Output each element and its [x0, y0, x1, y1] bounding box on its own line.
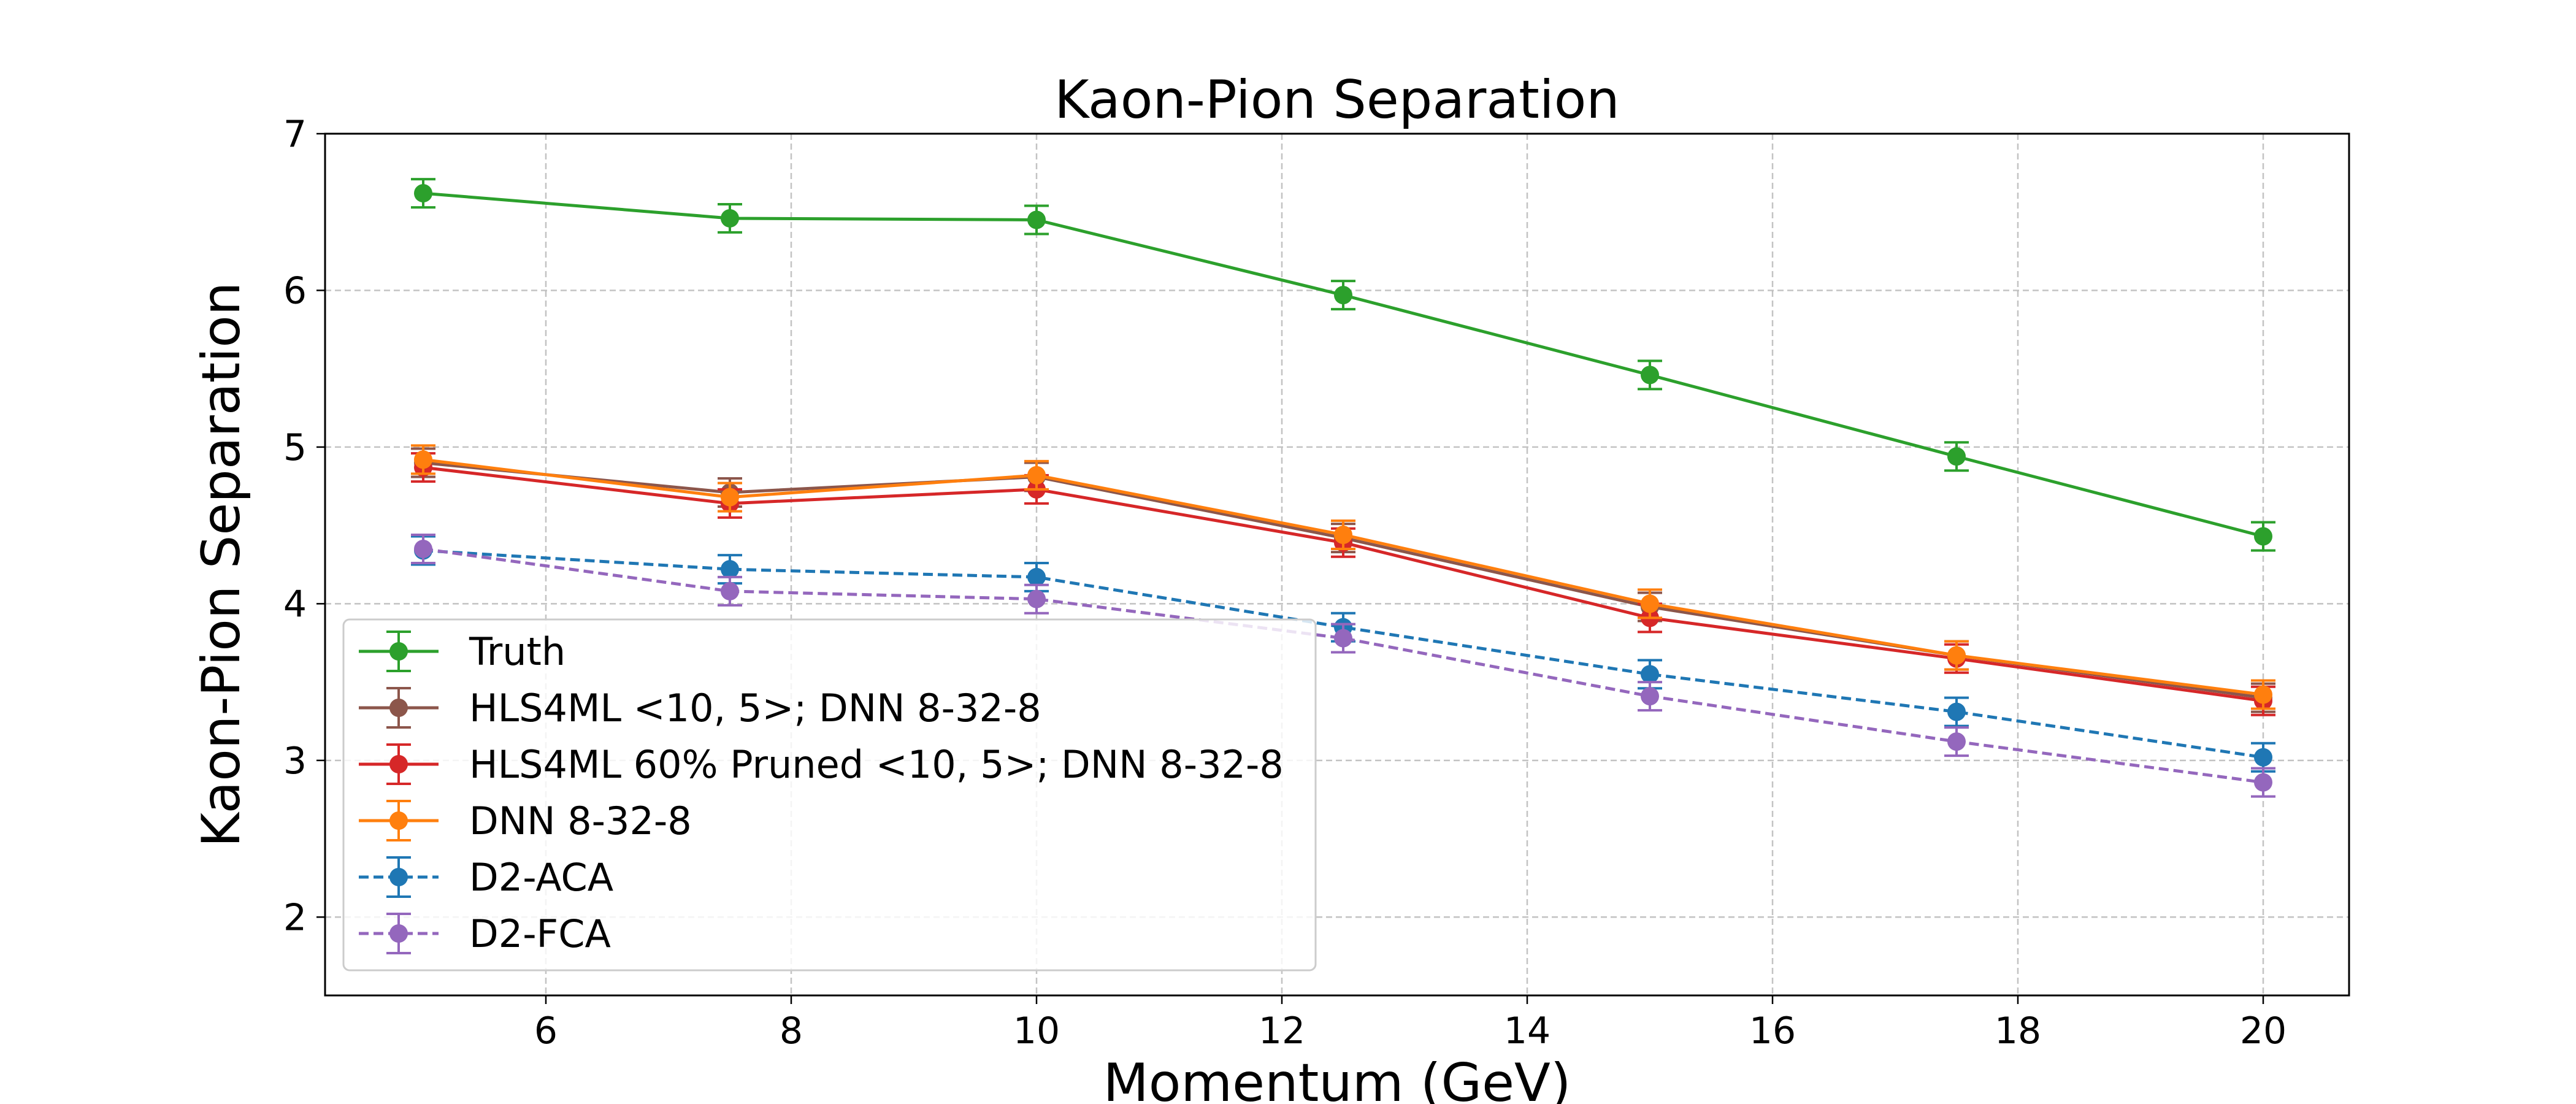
series-0 — [411, 178, 2275, 552]
data-point — [1947, 447, 1966, 466]
data-point — [2254, 748, 2272, 767]
legend-label: DNN 8-32-8 — [469, 799, 692, 843]
x-tick-label: 8 — [780, 1010, 803, 1052]
data-point — [2254, 527, 2272, 546]
axis-ticks: 6 8 10 12 14 16 18 20 2 3 4 5 6 7 — [283, 113, 2287, 1052]
x-tick-label: 14 — [1504, 1010, 1551, 1052]
legend-entry: D2-FCA — [359, 911, 611, 956]
y-tick-label: 3 — [283, 740, 307, 783]
legend-box — [342, 618, 1317, 972]
legend-marker — [389, 868, 408, 886]
data-point — [721, 560, 739, 579]
series-line — [423, 191, 2264, 538]
data-point — [1334, 525, 1352, 544]
data-point — [414, 450, 432, 469]
data-point — [721, 488, 739, 507]
data-point — [2254, 685, 2272, 704]
data-point — [1641, 665, 1659, 684]
x-tick-label: 6 — [534, 1010, 558, 1052]
chart-title: Kaon-Pion Separation — [1054, 69, 1620, 131]
x-tick-label: 16 — [1749, 1010, 1796, 1052]
legend-label: HLS4ML 60% Pruned <10, 5>; DNN 8-32-8 — [469, 742, 1284, 787]
x-tick-label: 12 — [1259, 1010, 1305, 1052]
series-3 — [411, 444, 2275, 710]
y-tick-label: 7 — [283, 113, 307, 156]
legend-entry: Truth — [359, 629, 565, 674]
data-point — [1027, 210, 1046, 229]
data-point — [1947, 732, 1966, 751]
plot-frame — [324, 132, 2350, 997]
data-point — [414, 539, 432, 558]
legend-entry: D2-ACA — [359, 855, 613, 900]
y-tick-label: 4 — [283, 583, 307, 626]
data-point — [1641, 366, 1659, 385]
legend-label: D2-FCA — [469, 911, 611, 956]
data-point — [1334, 286, 1352, 305]
legend-marker — [389, 811, 408, 830]
data-point — [414, 184, 432, 203]
data-point — [1641, 594, 1659, 613]
x-axis-title: Momentum (GeV) — [1103, 1052, 1571, 1104]
x-tick-label: 10 — [1013, 1010, 1060, 1052]
data-point — [1027, 589, 1046, 608]
y-axis-title: Kaon-Pion Separation — [191, 282, 252, 848]
data-point — [1947, 702, 1966, 721]
data-point — [2254, 773, 2272, 792]
data-point — [1334, 629, 1352, 648]
data-point — [1641, 687, 1659, 706]
legend-label: D2-ACA — [469, 855, 613, 900]
legend-marker — [389, 755, 408, 773]
x-tick-label: 20 — [2240, 1010, 2287, 1052]
data-point — [1027, 567, 1046, 586]
legend-entry: DNN 8-32-8 — [359, 799, 692, 843]
y-tick-label: 2 — [283, 896, 307, 939]
data-point — [1027, 466, 1046, 485]
series-layer — [411, 178, 2275, 798]
y-tick-label: 6 — [283, 269, 307, 312]
legend-label: Truth — [469, 629, 565, 674]
data-point — [721, 581, 739, 600]
x-tick-label: 18 — [1995, 1010, 2041, 1052]
legend-marker — [389, 642, 408, 661]
legend-label: HLS4ML <10, 5>; DNN 8-32-8 — [469, 686, 1041, 730]
series-5 — [411, 533, 2275, 798]
data-point — [1947, 646, 1966, 665]
y-tick-label: 5 — [283, 426, 307, 469]
legend-marker — [389, 924, 408, 943]
legend-entry: HLS4ML <10, 5>; DNN 8-32-8 — [359, 686, 1041, 730]
legend-marker — [389, 699, 408, 717]
legend: Truth HLS4ML <10, 5>; DNN 8-32-8 HLS4ML 60… — [342, 618, 1317, 972]
legend-entry: HLS4ML 60% Pruned <10, 5>; DNN 8-32-8 — [359, 742, 1284, 787]
data-point — [721, 209, 739, 228]
